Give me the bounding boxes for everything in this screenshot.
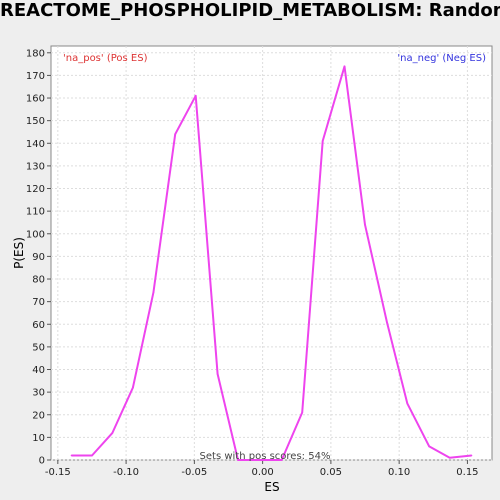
x-tick-label: -0.10 <box>113 467 139 478</box>
es-data-point <box>70 454 73 457</box>
y-tick-label: 180 <box>26 48 45 59</box>
y-tick-label: 20 <box>32 410 45 421</box>
es-data-point <box>406 402 409 405</box>
es-data-point <box>194 94 197 97</box>
gridlines <box>51 46 492 461</box>
es-data-point <box>280 459 283 461</box>
es-data-point <box>174 133 177 136</box>
y-tick-label: 80 <box>32 275 45 286</box>
es-data-point <box>386 321 388 323</box>
y-tick-label: 170 <box>26 71 45 82</box>
neg-es-label: 'na_neg' (Neg ES) <box>397 53 486 64</box>
es-data-point <box>428 445 430 448</box>
es-data-point <box>321 140 324 142</box>
x-axis: -0.15 -0.10 -0.05 0.00 0.05 0.10 0.15 <box>45 460 479 478</box>
plot-area <box>50 45 493 461</box>
x-tick-label: -0.05 <box>181 467 207 478</box>
pos-es-label: 'na_pos' (Pos ES) <box>63 53 148 64</box>
x-axis-title: ES <box>264 480 279 494</box>
y-tick-label: 10 <box>32 433 45 444</box>
y-tick-label: 60 <box>32 320 45 331</box>
y-tick-label: 50 <box>32 342 45 353</box>
es-data-point <box>132 386 134 389</box>
es-data-point <box>111 432 114 434</box>
chart-title: REACTOME_PHOSPHOLIPID_METABOLISM: Random… <box>0 0 500 21</box>
es-data-point <box>343 65 346 68</box>
y-tick-label: 160 <box>26 94 45 105</box>
es-data-point <box>470 454 473 457</box>
series-group <box>70 65 473 461</box>
es-data-point <box>364 223 366 226</box>
y-tick-label: 30 <box>32 388 45 399</box>
y-tick-label: 0 <box>39 456 45 467</box>
es-data-point <box>301 411 304 414</box>
pos-scores-footer: Sets with pos scores: 54% <box>200 451 331 462</box>
x-tick-label: 0.00 <box>251 467 273 478</box>
x-tick-label: 0.15 <box>456 467 478 478</box>
y-tick-label: 140 <box>26 139 45 150</box>
es-data-point <box>257 459 260 461</box>
es-data-point <box>91 454 93 457</box>
y-tick-label: 150 <box>26 116 45 127</box>
es-series-line <box>71 65 472 461</box>
y-tick-label: 100 <box>26 229 45 240</box>
y-axis-title: P(ES) <box>12 237 26 269</box>
y-tick-label: 120 <box>26 184 45 195</box>
es-data-point <box>237 459 239 461</box>
x-tick-label: -0.15 <box>45 467 71 478</box>
x-tick-label: 0.05 <box>320 467 342 478</box>
y-tick-label: 110 <box>26 207 45 218</box>
x-tick-label: 0.10 <box>388 467 410 478</box>
y-tick-label: 90 <box>32 252 45 263</box>
y-tick-label: 130 <box>26 161 45 172</box>
es-data-point <box>152 291 155 294</box>
y-tick-label: 70 <box>32 297 45 308</box>
y-axis: 0 10 20 30 40 50 60 70 80 90 100 110 120 130 140 150 160… <box>26 48 51 467</box>
es-data-point <box>448 456 451 459</box>
y-tick-label: 40 <box>32 365 45 376</box>
es-data-point <box>216 373 219 375</box>
